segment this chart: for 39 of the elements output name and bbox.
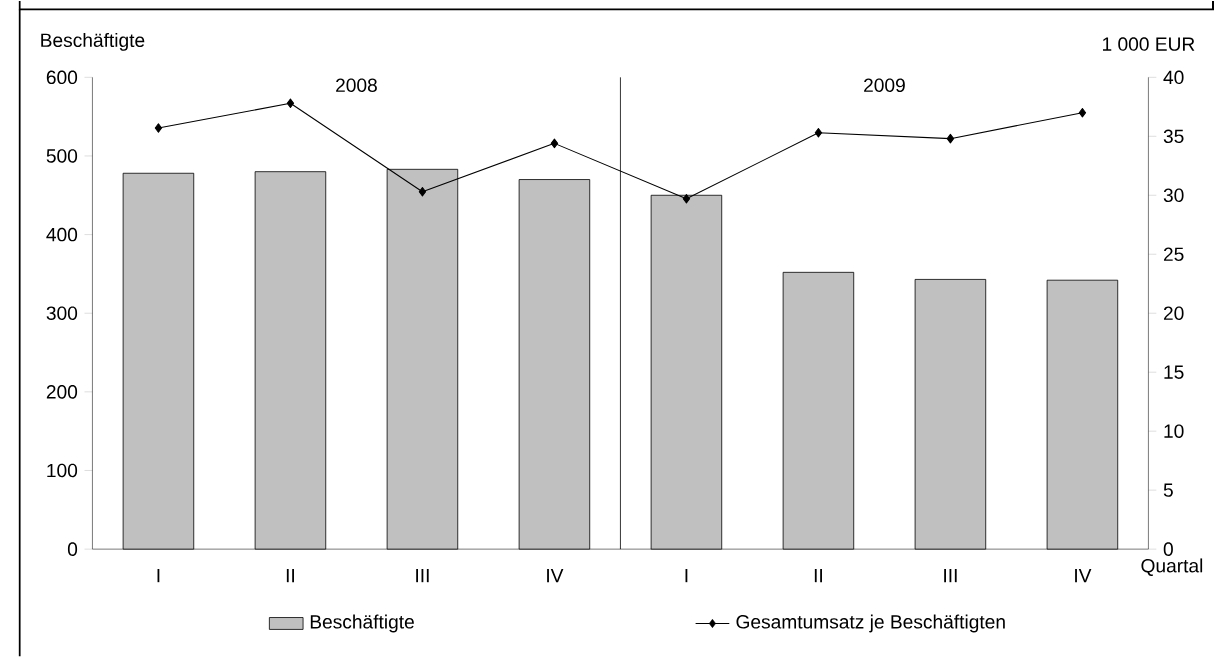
point — [814, 127, 823, 138]
point — [418, 186, 427, 197]
y2-tick-label: 35 — [1163, 129, 1184, 143]
point — [946, 133, 955, 144]
legend-label: Gesamtumsatz je Beschäftigten — [736, 614, 1005, 633]
x-tick-label: I — [157, 568, 160, 583]
y-tick-label: 100 — [47, 463, 78, 478]
y-tick-label: 300 — [46, 306, 78, 320]
y2-tick-label: 20 — [1163, 306, 1184, 320]
point — [682, 193, 691, 204]
y2-axis-title: 1 000 EUR — [1103, 37, 1195, 51]
y-tick-label: 600 — [46, 70, 78, 85]
y-tick-label: 0 — [67, 542, 78, 556]
y-tick-label: 400 — [46, 227, 78, 242]
x-tick-label: I — [685, 568, 688, 583]
x-tick-label: IV — [1075, 568, 1092, 583]
y2-tick-label: 5 — [1163, 483, 1173, 497]
x-tick-label: III — [944, 568, 957, 583]
y2-tick-label: 15 — [1164, 365, 1184, 379]
y2-tick-label: 10 — [1164, 424, 1184, 438]
annotation: 2009 — [864, 78, 905, 92]
point — [1078, 107, 1087, 118]
x-tick-label: III — [416, 568, 429, 583]
x-axis-title: Quartal — [1141, 558, 1203, 576]
point — [286, 98, 295, 108]
y2-tick-label: 0 — [1163, 542, 1173, 556]
y2-tick-label: 30 — [1163, 188, 1184, 202]
x-tick-label: II — [814, 568, 822, 583]
y2-tick-label: 40 — [1163, 70, 1184, 85]
point — [154, 123, 163, 133]
y2-tick-label: 25 — [1163, 247, 1184, 261]
y-tick-label: 200 — [46, 384, 78, 399]
point — [550, 138, 559, 149]
y-axis-title: Beschäftigte — [41, 32, 145, 51]
annotation: 2008 — [336, 78, 377, 92]
x-tick-label: II — [286, 568, 294, 583]
y-tick-label: 500 — [46, 149, 78, 163]
x-tick-label: IV — [547, 568, 564, 583]
legend-label: Beschäftigte — [310, 614, 414, 633]
